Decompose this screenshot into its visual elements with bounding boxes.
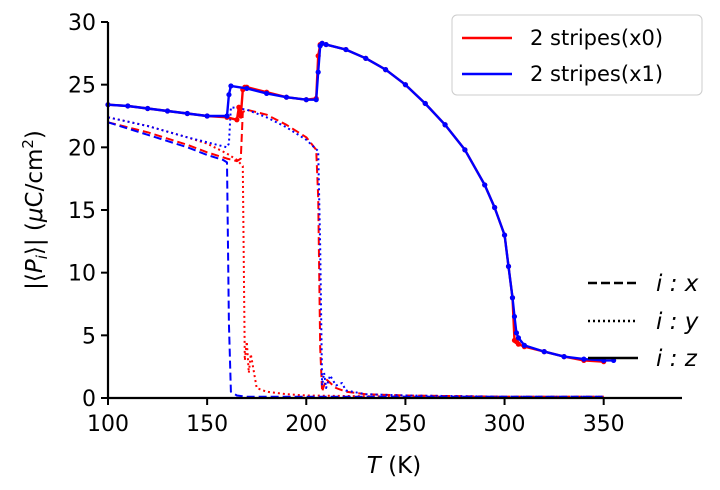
key-label-y: i : y [656,309,699,335]
data-point [515,341,522,347]
data-point [238,113,244,119]
data-point [442,122,448,128]
data-point [264,90,270,97]
data-point [382,67,389,73]
x-ticks: 100 150 200 250 300 350 [87,398,625,437]
legend-frame [451,14,703,96]
y-tick-label: 0 [82,387,96,412]
data-point [402,82,409,88]
data-point [236,104,242,110]
data-point [145,105,151,112]
data-point [492,204,498,211]
data-point [125,103,131,109]
data-point [164,108,171,114]
x-tick-label: 300 [484,412,526,437]
series-line-y-x1 [107,106,604,398]
y-tick-label: 30 [68,11,96,36]
data-point [561,354,567,360]
series-layer [105,40,617,398]
x-tick-label: 350 [583,412,625,437]
data-point [226,92,232,98]
data-point [224,113,230,119]
data-point [505,263,512,269]
data-point [184,110,190,117]
series-line-x-x1 [107,121,604,398]
y-axis-label: |⟨Pi⟩| (μC/cm2) [19,130,51,290]
x-tick-label: 150 [186,412,228,437]
data-point [303,97,309,103]
key-label-z: i : z [656,346,698,372]
legend-label-x0: 2 stripes(x0) [530,26,663,50]
data-point [482,182,488,188]
data-point [511,313,518,320]
data-point [234,117,240,123]
data-point [462,147,468,153]
x-tick-label: 200 [285,412,327,437]
data-point [323,41,329,48]
component-key: i : x i : y i : z [588,271,699,372]
data-point [283,94,290,100]
data-point [315,69,321,75]
data-point [509,295,516,301]
data-point [313,97,319,103]
key-label-x: i : x [656,271,699,297]
data-point [541,349,547,355]
legend-label-x1: 2 stripes(x1) [530,62,663,86]
legend: 2 stripes(x0) 2 stripes(x1) [451,14,703,96]
data-point [513,330,520,336]
y-tick-label: 10 [68,262,96,287]
x-axis-label: T (K) [367,453,421,479]
data-point [343,46,349,53]
data-point [319,40,325,46]
data-point [581,356,587,362]
data-point [204,113,210,119]
x-tick-label: 250 [384,412,426,437]
series-line-y-x0 [107,116,604,398]
data-point [244,85,250,92]
series-line-x-x0 [107,108,604,398]
y-tick-label: 20 [68,136,96,161]
data-point [228,83,234,89]
data-point [515,335,522,341]
data-point [521,342,527,348]
data-point [501,232,508,238]
y-tick-label: 15 [68,199,96,224]
x-tick-label: 100 [87,412,129,437]
y-tick-label: 5 [82,324,96,349]
data-point [363,55,369,61]
y-ticks: 0 5 10 15 20 25 30 [68,11,108,412]
y-tick-label: 25 [68,74,96,99]
data-point [422,100,428,107]
